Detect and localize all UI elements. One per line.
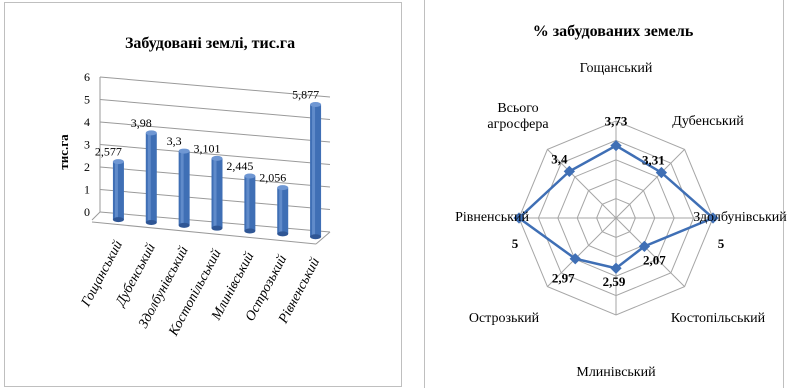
bar-floor-right (315, 231, 331, 245)
radar-data-label: 3,4 (551, 151, 568, 166)
bar-floor-edge (91, 211, 101, 221)
radar-data-label: 3,31 (642, 153, 665, 168)
radar-category-label: Дубенський (672, 114, 744, 129)
bar-y-tick-label: 0 (84, 205, 90, 219)
radar-data-label: 5 (718, 236, 725, 251)
radar-spoke (615, 217, 685, 287)
bar-y-tick-label: 4 (84, 115, 90, 129)
bar-top (277, 185, 289, 191)
radar-marker (638, 240, 651, 253)
bar-body (145, 132, 157, 223)
bar-base (178, 222, 190, 228)
bar-body (178, 151, 190, 226)
bar-base (112, 217, 124, 223)
radar-data-label: 2,07 (643, 252, 666, 267)
radar-category-label: Острозький (469, 311, 540, 326)
bar-chart-frame (4, 2, 402, 387)
radar-spoke (615, 149, 685, 219)
bar-base (244, 228, 256, 234)
bar-gridline (99, 121, 331, 143)
bar-chart-y-axis-label: тис.га (56, 134, 71, 170)
radar-category-label: Всього (497, 101, 538, 116)
radar-chart-svg: % забудованих земель 3,73 3,31 5 2,07 2,59 2,… (455, 23, 787, 380)
bar-highlight (279, 187, 283, 234)
bar-top (310, 102, 322, 108)
bar-data-label: 2,056 (259, 171, 286, 185)
radar-category-label: Здолбунівський (693, 210, 787, 225)
bar-data-label: 2,577 (95, 145, 122, 159)
bar-y-tick-label: 3 (84, 138, 90, 152)
radar-data-label: 2,59 (603, 274, 626, 289)
bar-body (310, 104, 322, 237)
bar-top (178, 148, 190, 154)
radar-marker (655, 166, 668, 179)
radar-category-label: Костопільський (671, 311, 766, 326)
bar-data-label: 3,3 (167, 134, 182, 148)
radar-spoke (547, 217, 617, 287)
bar-top (211, 155, 223, 161)
bar-body (277, 187, 289, 234)
bar-data-label: 5,877 (292, 88, 319, 102)
bar-base (145, 219, 157, 225)
radar-spoke (547, 149, 617, 219)
bar-highlight (213, 158, 217, 229)
bar-y-tick-label: 2 (84, 160, 90, 174)
bar-chart-svg: Забудовані землі, тис.га тис.га 0123456 … (56, 35, 331, 339)
bar-gridline (99, 144, 331, 165)
radar-marker (707, 212, 719, 224)
radar-data-label: 5 (512, 236, 519, 251)
bar-base (277, 231, 289, 237)
radar-category-label: агросфера (487, 117, 549, 132)
bar-gridline (99, 99, 331, 120)
radar-data-label: 3,73 (605, 114, 628, 129)
bar-top (145, 130, 157, 136)
bar-highlight (114, 161, 118, 220)
bar-data-label: 3,101 (194, 141, 221, 155)
bar-body (112, 161, 124, 220)
bar-highlight (312, 104, 316, 237)
bar-top (244, 173, 256, 179)
radar-marker (610, 139, 622, 152)
bar-top (112, 159, 124, 165)
bar-y-tick-label: 6 (84, 70, 90, 84)
bar-body (211, 158, 223, 229)
bar-highlight (180, 151, 184, 226)
bar-highlight (147, 132, 151, 223)
radar-chart-panel: % забудованих земель 3,73 3,31 5 2,07 2,59 2,… (420, 0, 803, 390)
bar-chart-title: Забудовані землі, тис.га (125, 35, 295, 52)
radar-category-label: Рівненський (455, 210, 529, 225)
radar-marker (610, 262, 622, 274)
radar-category-label: Млинівський (576, 365, 656, 380)
bar-y-tick-label: 1 (84, 183, 90, 197)
bar-floor-front (91, 221, 317, 245)
bar-gridline (99, 76, 331, 98)
bar-data-label: 3,98 (131, 116, 152, 130)
bar-base (211, 225, 223, 231)
bar-body (244, 176, 256, 232)
radar-chart-title: % забудованих земель (533, 23, 694, 40)
radar-data-label: 2,97 (552, 271, 575, 286)
radar-chart-frame (424, 0, 784, 388)
bar-highlight (246, 176, 250, 232)
radar-category-label: Гощанський (580, 61, 653, 76)
bar-data-label: 2,445 (226, 159, 253, 173)
bar-y-tick-label: 5 (84, 93, 90, 107)
bar-base (310, 234, 322, 240)
